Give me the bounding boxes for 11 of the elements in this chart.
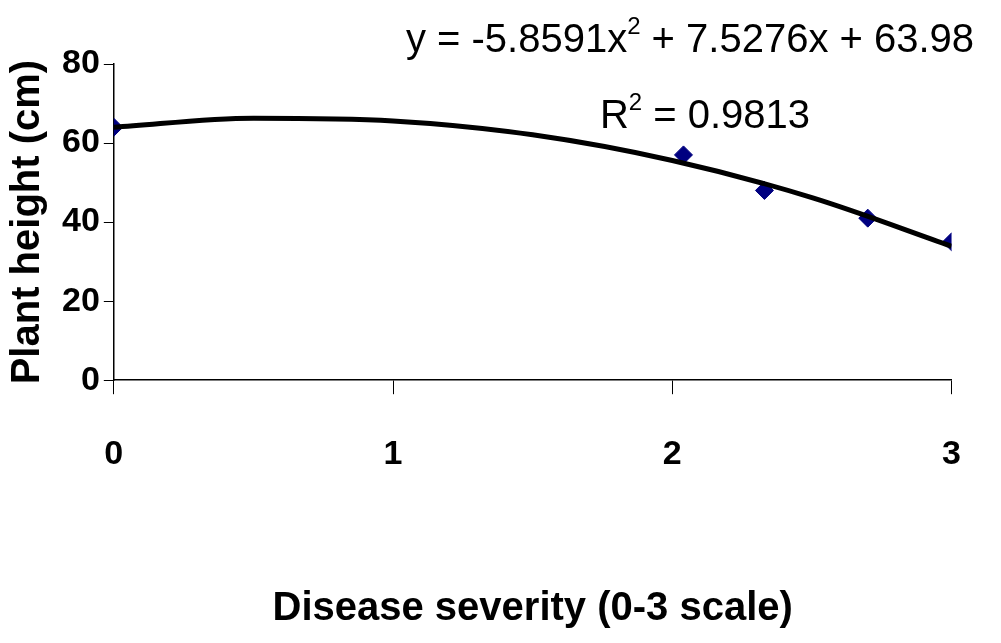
x-axis-title: Disease severity (0-3 scale) [272,584,793,629]
x-tick-label: 1 [383,432,403,471]
x-tick-label: 0 [104,432,124,471]
x-tick-label: 3 [942,432,962,471]
y-tick-label: 20 [61,279,100,318]
y-tick-label: 60 [61,121,100,160]
y-axis-title: Plant height (cm) [3,59,48,385]
y-tick-label: 40 [61,200,100,239]
x-tick-label: 2 [662,432,682,471]
y-tick-label: 0 [80,358,100,397]
y-tick-label: 80 [61,42,100,81]
